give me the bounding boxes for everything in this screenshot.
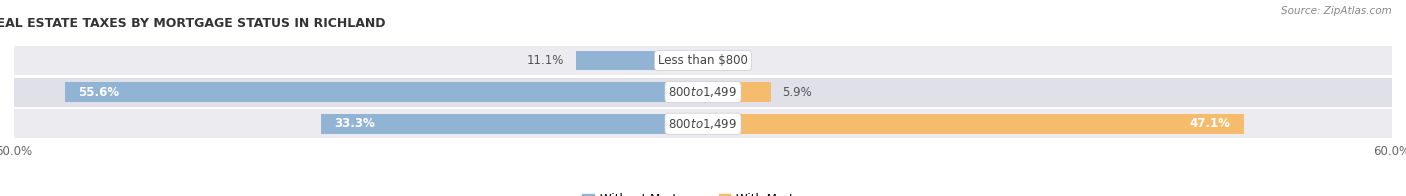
Text: 0.0%: 0.0%: [714, 54, 744, 67]
Bar: [703, 114, 1244, 133]
Bar: [14, 78, 1392, 107]
Text: Source: ZipAtlas.com: Source: ZipAtlas.com: [1281, 6, 1392, 16]
Text: 11.1%: 11.1%: [527, 54, 564, 67]
Bar: [321, 114, 703, 133]
Bar: [703, 82, 770, 102]
Text: 55.6%: 55.6%: [79, 86, 120, 99]
Bar: [14, 109, 1392, 138]
Text: 33.3%: 33.3%: [335, 117, 375, 130]
Bar: [575, 51, 703, 70]
Text: 47.1%: 47.1%: [1189, 117, 1230, 130]
Legend: Without Mortgage, With Mortgage: Without Mortgage, With Mortgage: [582, 193, 824, 196]
Text: $800 to $1,499: $800 to $1,499: [668, 117, 738, 131]
Text: Less than $800: Less than $800: [658, 54, 748, 67]
Text: REAL ESTATE TAXES BY MORTGAGE STATUS IN RICHLAND: REAL ESTATE TAXES BY MORTGAGE STATUS IN …: [0, 17, 385, 30]
Bar: [65, 82, 703, 102]
Bar: [14, 46, 1392, 75]
Text: $800 to $1,499: $800 to $1,499: [668, 85, 738, 99]
Text: 5.9%: 5.9%: [782, 86, 813, 99]
